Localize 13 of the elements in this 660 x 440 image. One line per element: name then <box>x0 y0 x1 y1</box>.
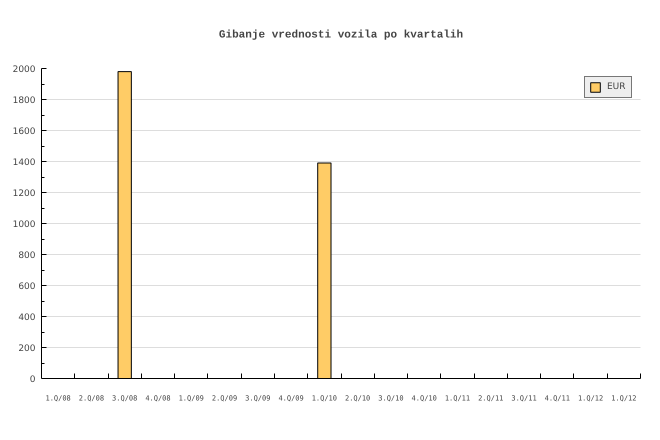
y-tick-label: 200 <box>18 344 36 354</box>
y-tick-label: 0 <box>30 375 36 385</box>
y-tick-label: 600 <box>18 282 36 292</box>
y-tick-label: 1400 <box>12 158 36 168</box>
y-tick-label: 1600 <box>12 127 36 137</box>
legend-label: EUR <box>607 82 627 92</box>
y-tick-label: 400 <box>18 313 36 323</box>
y-tick-label: 800 <box>18 251 36 261</box>
y-tick-label: 1800 <box>12 96 36 106</box>
y-tick-label: 1000 <box>12 220 36 230</box>
y-tick-label: 2000 <box>12 65 36 75</box>
y-tick-label: 1200 <box>12 189 36 199</box>
chart-title: Gibanje vrednosti vozila po kvartalih <box>218 30 464 42</box>
